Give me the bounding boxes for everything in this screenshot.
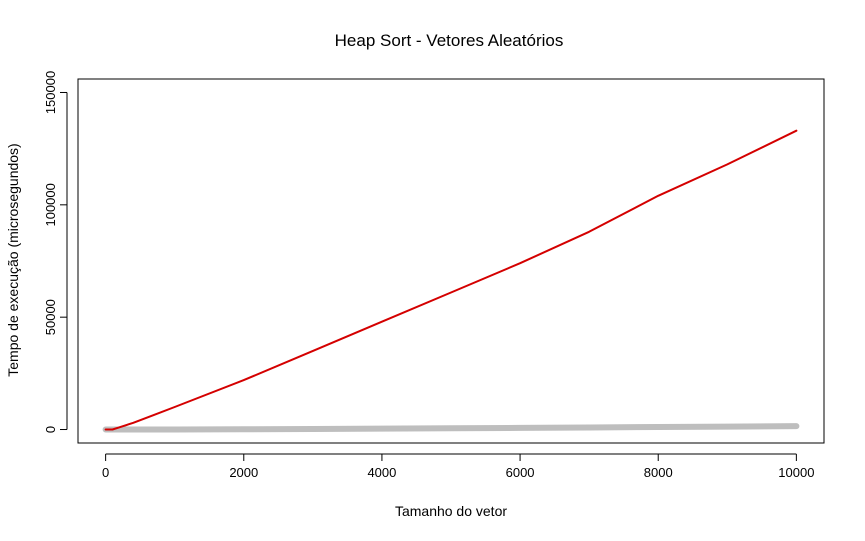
plot-frame — [77, 78, 825, 444]
x-axis-label: Tamanho do vetor — [395, 503, 507, 519]
y-tick-label: 100000 — [43, 183, 58, 226]
y-axis: 0 50000 100000 150000 — [43, 71, 68, 433]
x-axis: 0 2000 4000 6000 8000 10000 — [102, 453, 814, 480]
series-layer — [102, 129, 800, 433]
y-tick-label: 50000 — [43, 299, 58, 335]
x-tick-label: 8000 — [644, 465, 673, 480]
x-tick-label: 4000 — [367, 465, 396, 480]
series-line-2 — [102, 423, 800, 433]
y-tick-label: 0 — [43, 426, 58, 433]
series-line-1 — [104, 129, 798, 431]
y-tick-label: 150000 — [43, 71, 58, 114]
x-tick-label: 6000 — [506, 465, 535, 480]
x-tick-label: 2000 — [229, 465, 258, 480]
y-axis-label: Tempo de execução (microsegundos) — [5, 143, 21, 376]
x-tick-label: 0 — [102, 465, 109, 480]
x-tick-label: 10000 — [778, 465, 814, 480]
chart-title: Heap Sort - Vetores Aleatórios — [335, 31, 564, 50]
